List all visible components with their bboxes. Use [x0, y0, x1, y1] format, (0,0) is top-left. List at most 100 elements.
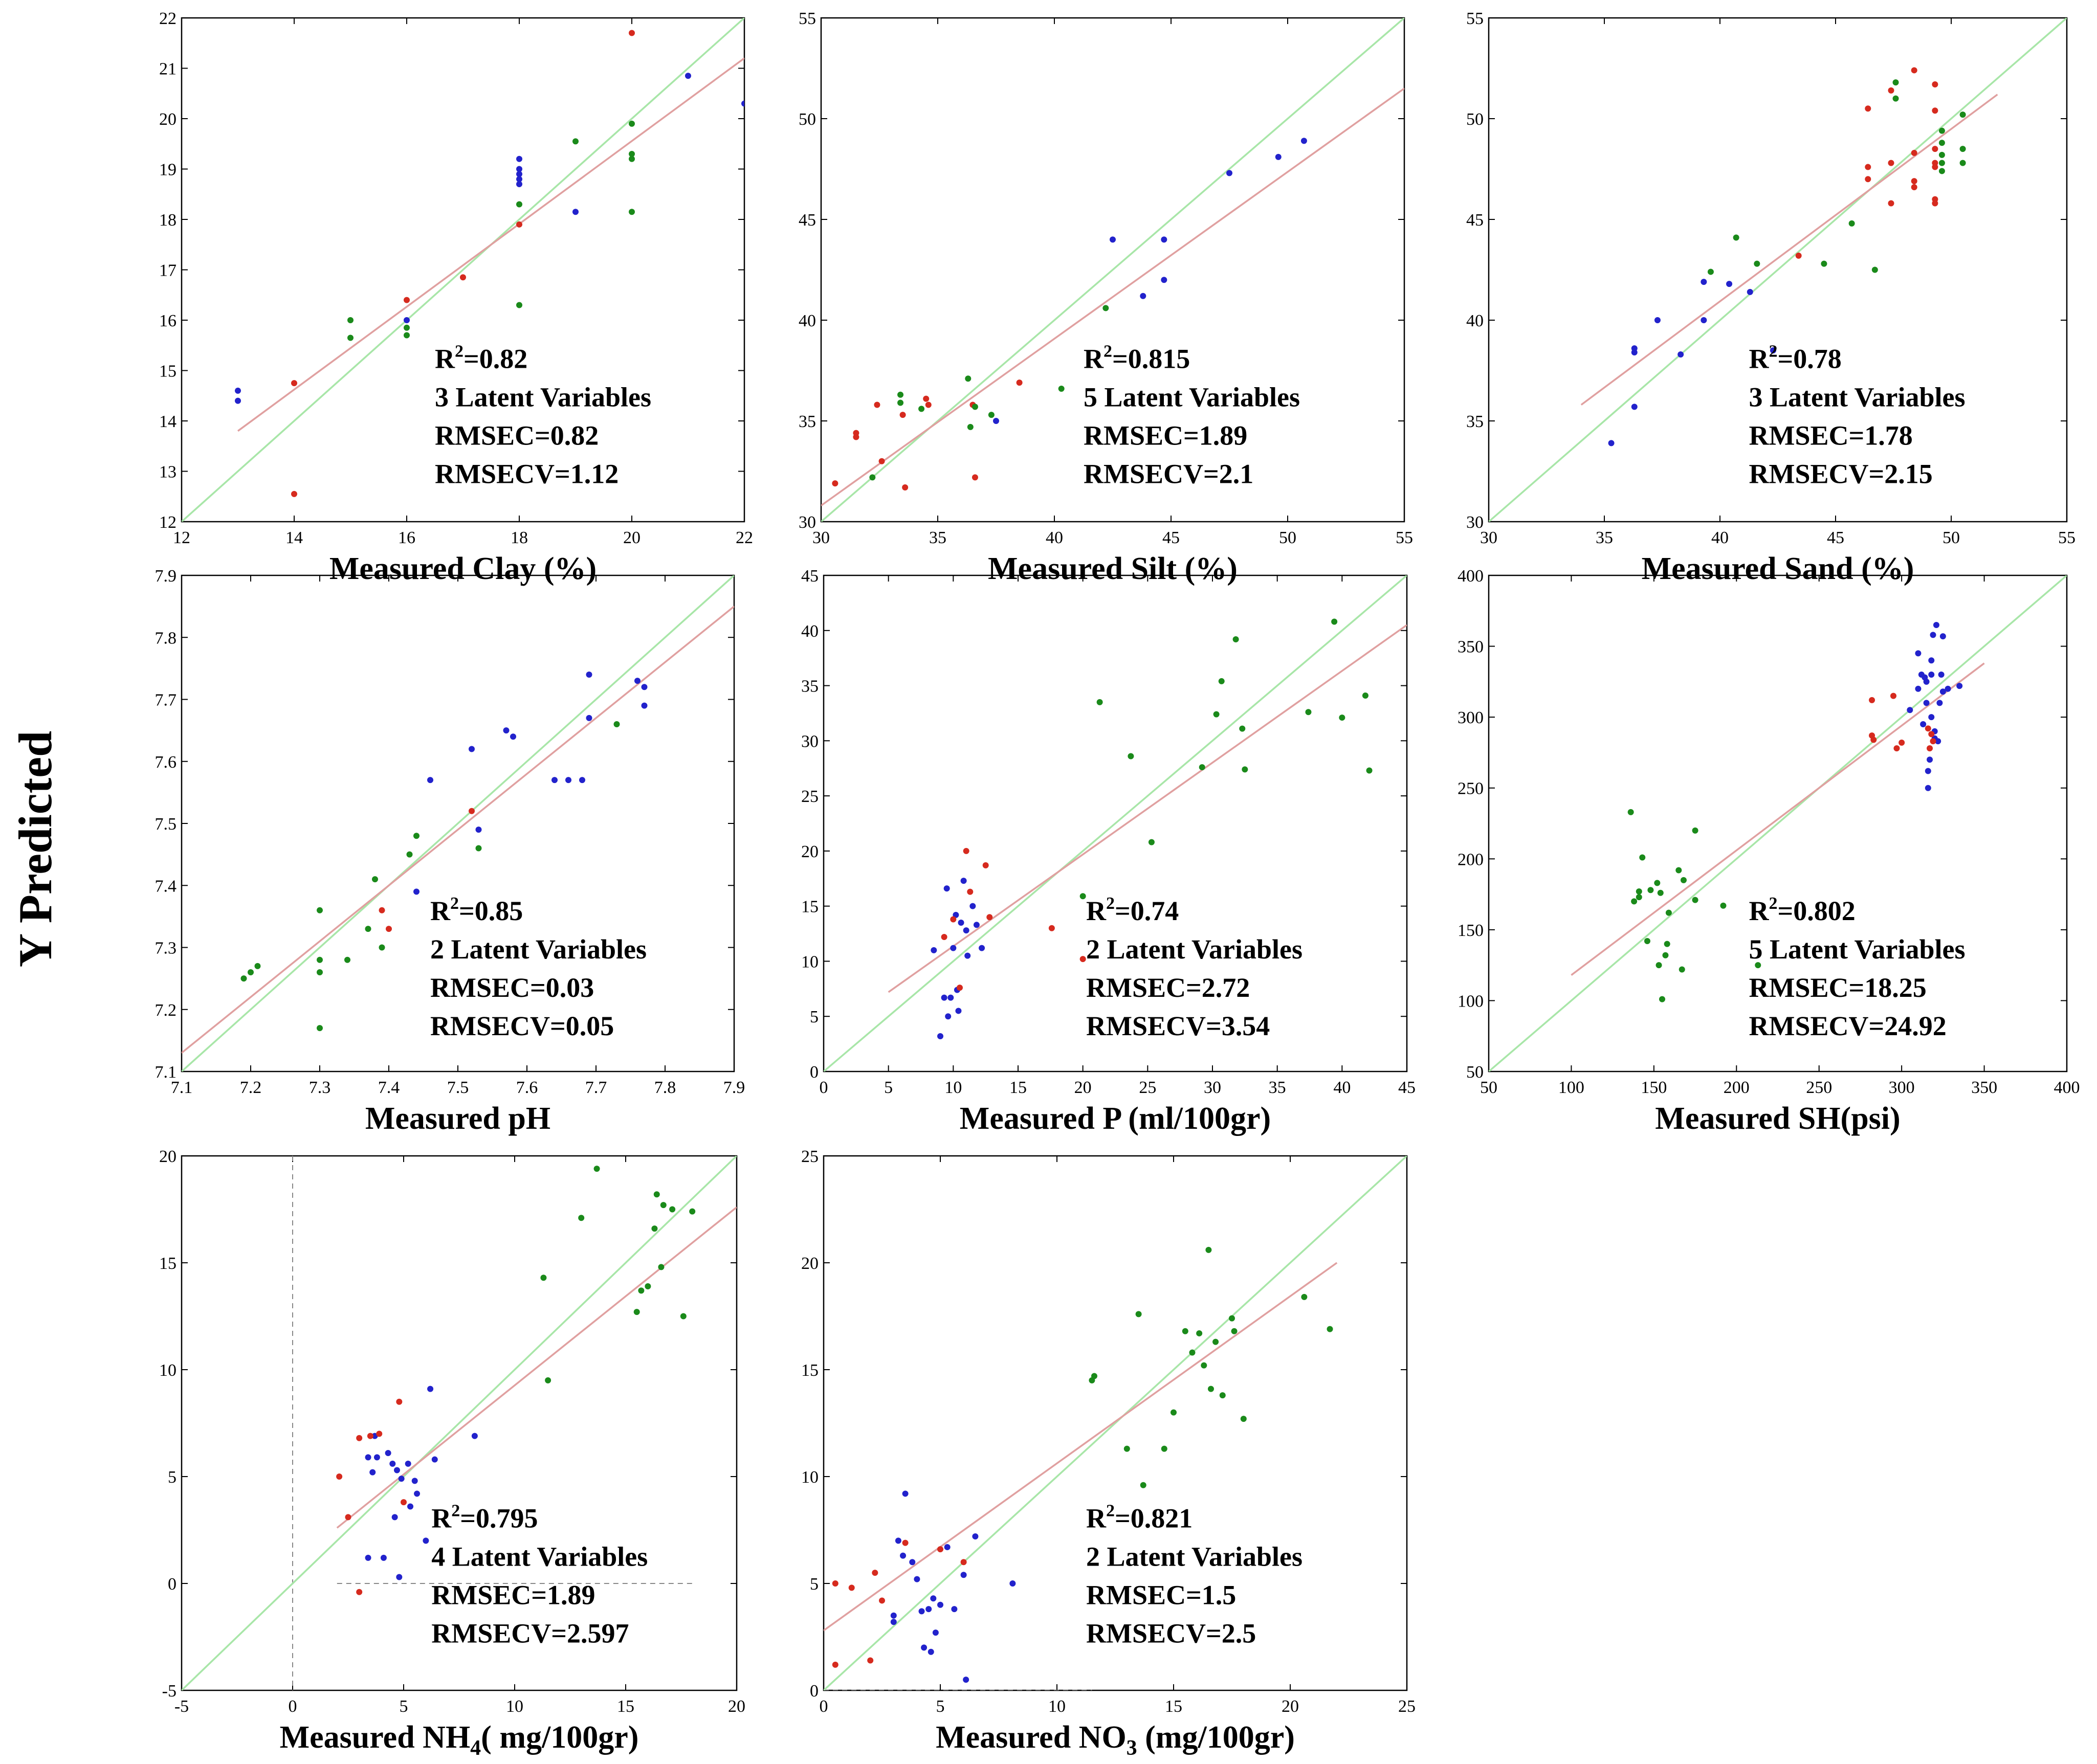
point-green [1239, 725, 1246, 732]
x-tick-label: 0 [820, 1697, 828, 1716]
point-green [1665, 909, 1672, 916]
x-tick-label: 14 [285, 528, 303, 547]
point-green [413, 833, 420, 839]
y-tick-label: 150 [1458, 921, 1484, 940]
point-green [1327, 1326, 1333, 1332]
point-blue [235, 387, 241, 394]
y-tick-label: 15 [159, 1254, 176, 1273]
chart-no3: 0 5 10 15 20 25 0 5 10 15 20 25 R2=0.821 2 Latent Var… [801, 1147, 1416, 1760]
y-tick-label: 18 [159, 211, 176, 230]
point-blue [1927, 756, 1933, 763]
point-green [1240, 1416, 1247, 1422]
point-blue [1009, 1580, 1016, 1587]
point-green [1821, 260, 1827, 267]
point-red [832, 480, 838, 487]
x-tick-label: 55 [1396, 528, 1413, 547]
y-tick-label: 30 [1466, 513, 1484, 532]
point-blue [1920, 721, 1927, 727]
point-blue [973, 922, 980, 928]
point-red [376, 1431, 383, 1437]
point-blue [1925, 768, 1931, 774]
point-green [347, 334, 354, 341]
stat-line: RMSEC=1.78 [1749, 420, 1913, 451]
point-green [1213, 711, 1220, 718]
x-tick-label: 7.3 [309, 1078, 331, 1097]
fit-line [888, 624, 1407, 993]
y-tick-label: 300 [1458, 708, 1484, 727]
stat-r2: R2=0.74 [1086, 894, 1179, 926]
point-blue [579, 777, 585, 784]
point-blue [1938, 672, 1945, 678]
x-tick-label: 7.9 [723, 1078, 745, 1097]
x-axis-label: Measured pH [365, 1101, 550, 1136]
x-tick-label: 400 [2054, 1078, 2080, 1097]
stat-line: RMSECV=0.05 [430, 1011, 614, 1041]
point-red [899, 412, 906, 418]
point-green [1657, 889, 1664, 896]
point-blue [413, 888, 420, 895]
point-blue [1275, 153, 1282, 160]
point-red [878, 458, 885, 464]
point-green [1754, 260, 1760, 267]
point-red [1865, 105, 1871, 112]
point-red [832, 1661, 838, 1668]
point-green [545, 1377, 551, 1383]
x-tick-label: 30 [1204, 1078, 1221, 1097]
x-tick-label: 7.8 [654, 1078, 676, 1097]
point-green [1123, 1445, 1130, 1452]
point-red [1911, 67, 1917, 74]
y-tick-label: 10 [159, 1361, 176, 1380]
x-tick-label: 5 [884, 1078, 893, 1097]
point-green [1212, 1338, 1219, 1345]
x-tick-label: 20 [728, 1697, 745, 1716]
point-green [638, 1287, 645, 1294]
point-green [1231, 1328, 1238, 1334]
point-blue [960, 1572, 967, 1578]
y-tick-label: 20 [159, 1147, 176, 1166]
x-tick-label: 150 [1641, 1078, 1667, 1097]
x-axis-label: Measured Clay (%) [329, 551, 597, 586]
y-tick-label: 35 [801, 677, 819, 696]
point-blue [950, 945, 957, 951]
stat-line: RMSEC=1.89 [431, 1579, 595, 1610]
point-blue [1770, 347, 1776, 354]
point-blue [955, 1008, 962, 1014]
y-tick-label: 350 [1458, 638, 1484, 657]
x-tick-label: 7.7 [585, 1078, 607, 1097]
x-axis-label: Measured Silt (%) [988, 551, 1238, 586]
point-blue [1226, 170, 1232, 176]
point-blue [389, 1460, 396, 1467]
point-red [937, 1546, 943, 1553]
point-blue [1654, 317, 1661, 323]
x-tick-label: 7.6 [516, 1078, 538, 1097]
y-tick-label: 30 [799, 513, 816, 532]
y-tick-label: 7.5 [155, 815, 177, 834]
point-red [923, 395, 930, 402]
point-green [1058, 385, 1065, 392]
point-green [1679, 966, 1685, 973]
chart-nh4: -5 0 5 10 15 20 -5 0 5 10 15 20 R2=0.795 4 Latent Var… [159, 1147, 745, 1760]
point-green [629, 120, 635, 127]
point-green [1662, 952, 1669, 958]
y-tick-label: 250 [1458, 779, 1484, 798]
point-blue [951, 1606, 958, 1613]
point-blue [551, 777, 558, 784]
point-blue [385, 1450, 391, 1457]
point-green [1675, 867, 1682, 874]
point-green [1627, 809, 1634, 815]
stat-line: 5 Latent Variables [1749, 934, 1966, 965]
y-tick-label: 7.4 [155, 877, 177, 896]
point-green [1938, 168, 1945, 174]
stat-r2: R2=0.85 [430, 894, 523, 926]
point-blue [475, 827, 482, 833]
point-blue [890, 1612, 897, 1619]
point-blue [1161, 236, 1167, 243]
point-blue [979, 945, 985, 951]
point-red [401, 1499, 407, 1506]
point-red [1930, 738, 1936, 745]
point-green [1848, 220, 1855, 227]
point-blue [969, 903, 976, 909]
y-tick-label: 25 [801, 1147, 819, 1166]
point-red [874, 401, 880, 408]
y-tick-label: 45 [1466, 211, 1484, 230]
